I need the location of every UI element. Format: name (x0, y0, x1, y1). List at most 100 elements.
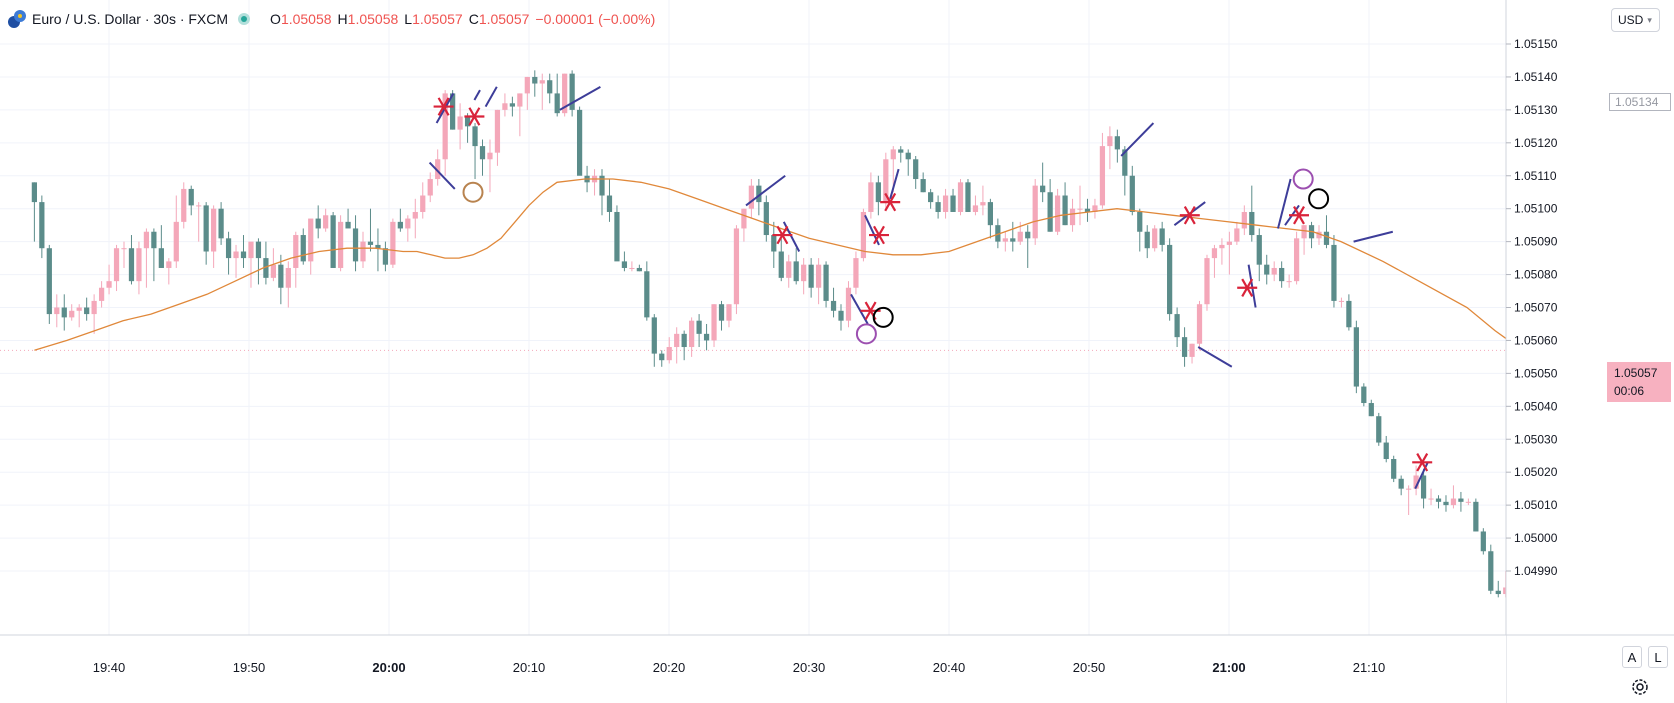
candle-body (756, 185, 762, 203)
candle-body (1331, 244, 1337, 301)
circle-marker-black (872, 306, 894, 328)
price-tick-label: 1.05040 (1514, 399, 1558, 413)
candle-body (942, 195, 949, 212)
candle-body (450, 93, 456, 130)
log-scale-button[interactable]: L (1648, 646, 1668, 668)
candle-body (644, 271, 650, 318)
time-tick-label: 21:10 (1353, 660, 1386, 675)
candle-body (950, 195, 956, 212)
price-tick-label: 1.05010 (1514, 498, 1558, 512)
price-tick-label: 1.05030 (1514, 432, 1558, 446)
settings-gear-icon[interactable] (1629, 676, 1651, 698)
candle-body (1159, 228, 1165, 245)
candle-body (621, 261, 628, 268)
candle-body (1406, 488, 1412, 490)
candle-body (562, 73, 568, 114)
candle-body (733, 228, 740, 305)
trend-line-drawing (745, 174, 786, 207)
symbol-legend: Euro / U.S. Dollar · 30s · FXCM O 1.05058… (8, 8, 655, 30)
candle-body (1264, 264, 1270, 275)
crosshair-price-label: 1.05134 (1609, 93, 1671, 111)
candle-body (1025, 231, 1031, 239)
candle-body (554, 93, 560, 114)
time-tick-label: 20:00 (372, 660, 405, 675)
candle-body (464, 116, 471, 127)
cross-marker (1412, 453, 1433, 472)
candle-body (972, 205, 979, 212)
candle-body (91, 300, 97, 315)
trend-line-drawing (889, 168, 900, 200)
candle-body (54, 307, 60, 315)
candle-body (1069, 208, 1076, 226)
candle-body (614, 211, 620, 262)
candle-body (1383, 442, 1389, 460)
candle-body (1398, 478, 1404, 489)
price-tick-label: 1.05000 (1514, 531, 1558, 545)
price-tick-label: 1.05080 (1514, 268, 1558, 282)
time-tick-label: 20:30 (793, 660, 826, 675)
candle-body (203, 205, 209, 252)
chevron-down-icon: ▾ (1647, 14, 1652, 25)
candle-body (255, 241, 262, 259)
cross-marker (1179, 206, 1200, 225)
candle-body (1226, 241, 1233, 245)
candle-body (315, 218, 321, 229)
candle-body (323, 215, 329, 229)
candle-body (1361, 386, 1367, 404)
candle-body (509, 103, 515, 107)
cross-marker (869, 225, 889, 245)
candle-body (278, 264, 284, 288)
price-tick-label: 1.05070 (1514, 301, 1558, 315)
candle-body (763, 202, 769, 236)
candle-body (778, 251, 784, 278)
candle-body (337, 221, 344, 268)
candle-body (308, 218, 314, 262)
candle-body (158, 248, 164, 268)
candle-body (181, 188, 187, 222)
candle-body (1144, 231, 1150, 249)
candle-body (367, 241, 374, 245)
candle-body (1346, 300, 1352, 328)
candle-body (659, 353, 665, 361)
candle-body (225, 238, 232, 259)
cross-marker (880, 192, 901, 212)
candle-body (815, 264, 822, 288)
candle-body (375, 244, 381, 249)
candle-body (1002, 238, 1008, 242)
candle-body (106, 281, 112, 288)
cross-stroke (864, 301, 877, 321)
candle-body (121, 248, 127, 250)
candle-body (173, 221, 179, 262)
candle-body (420, 195, 426, 212)
candle-body (1435, 498, 1442, 502)
cross-stroke (1416, 453, 1429, 472)
cross-stroke (437, 97, 450, 116)
price-tick-label: 1.05050 (1514, 366, 1558, 380)
candle-body (726, 304, 732, 321)
candle-body (606, 195, 613, 212)
candle-body (890, 149, 896, 160)
candle-body (502, 103, 508, 110)
cross-marker (464, 107, 485, 126)
candle-body (629, 267, 635, 269)
cross-marker (772, 225, 793, 245)
candle-body (741, 208, 747, 229)
trend-line-drawing (782, 221, 801, 252)
candle-body (1443, 501, 1449, 506)
candle-body (1062, 195, 1068, 226)
candle-body (263, 258, 269, 278)
currency-selector[interactable]: USD ▾ (1611, 8, 1660, 32)
candle-body (345, 221, 351, 229)
euro-dollar-flag-icon[interactable] (8, 10, 26, 28)
candle-body (427, 179, 433, 196)
time-tick-label: 19:40 (93, 660, 126, 675)
candle-body (412, 211, 418, 219)
price-tick-label: 1.05100 (1514, 202, 1558, 216)
candle-body (801, 264, 807, 282)
candle-body (1465, 501, 1472, 503)
auto-scale-button[interactable]: A (1622, 646, 1642, 668)
candle-body (905, 152, 911, 160)
symbol-name[interactable]: Euro / U.S. Dollar · 30s · FXCM (32, 11, 229, 27)
candle-body (696, 320, 702, 334)
